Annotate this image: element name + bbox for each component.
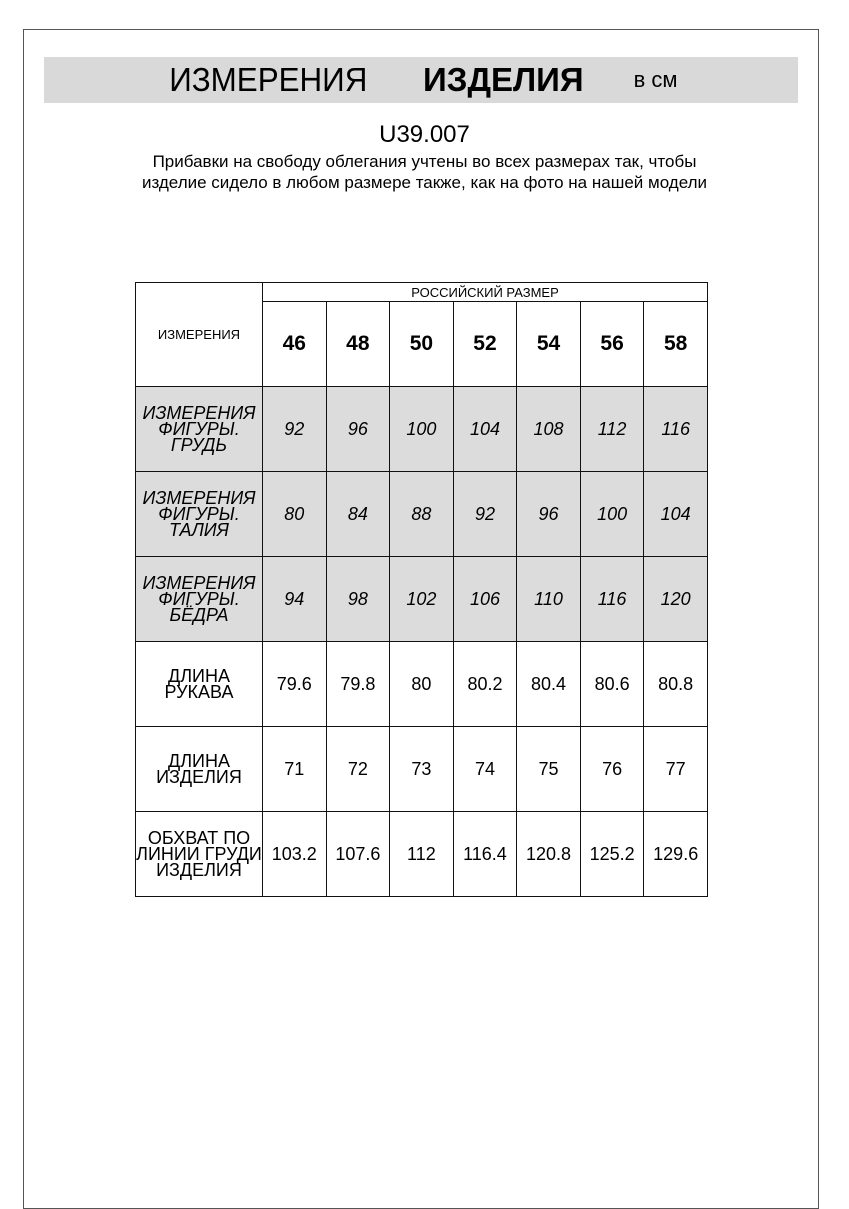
table-cell: 76 — [579, 726, 645, 812]
table-cell: 96 — [325, 386, 391, 472]
table-row: ИЗМЕРЕНИЯ ФИГУРЫ. ГРУДЬ 92 96 100 104 108 112 1… — [135, 386, 708, 472]
table-cell: 116.4 — [452, 811, 518, 897]
table-cell: 103.2 — [262, 811, 327, 897]
size-header: 52 — [452, 301, 518, 387]
fit-note: Прибавки на свободу облегания учтены во … — [141, 152, 708, 192]
size-table: ИЗМЕРЕНИЯ РОССИЙСКИЙ РАЗМЕР 46 48 50 52 54 56… — [135, 282, 708, 897]
row-label: ДЛИНА ИЗДЕЛИЯ — [135, 726, 263, 812]
table-cell: 73 — [389, 726, 454, 812]
table-cell: 106 — [452, 556, 518, 642]
table-row: ИЗМЕРЕНИЯ ФИГУРЫ. БЁДРА 94 98 102 106 110 116 1… — [135, 556, 708, 642]
row-label: ДЛИНА РУКАВА — [135, 641, 263, 727]
title-banner: ИЗМЕРЕНИЯ ИЗДЕЛИЯ в см — [44, 57, 798, 103]
table-row: ДЛИНА ИЗДЕЛИЯ 71 72 73 74 75 76 77 — [135, 726, 708, 812]
table-cell: 94 — [262, 556, 327, 642]
table-cell: 92 — [452, 471, 518, 557]
size-header: 50 — [389, 301, 454, 387]
size-header: 56 — [579, 301, 645, 387]
title-bold: ИЗДЕЛИЯ — [423, 61, 584, 98]
table-cell: 107.6 — [325, 811, 391, 897]
table-cell: 80.4 — [516, 641, 581, 727]
table-cell: 80 — [389, 641, 454, 727]
table-cell: 102 — [389, 556, 454, 642]
table-cell: 112 — [389, 811, 454, 897]
table-cell: 100 — [579, 471, 645, 557]
table-cell: 96 — [516, 471, 581, 557]
table-cell: 98 — [325, 556, 391, 642]
table-cell: 80.6 — [579, 641, 645, 727]
table-cell: 120.8 — [516, 811, 581, 897]
article-code: U39.007 — [379, 121, 470, 148]
sizes-row: 46 48 50 52 54 56 58 — [136, 301, 708, 387]
table-cell: 74 — [452, 726, 518, 812]
table-row: ОБХВАТ ПО ЛИНИИ ГРУДИ ИЗДЕЛИЯ 103.2 107.6 1… — [135, 811, 708, 897]
table-cell: 112 — [579, 386, 645, 472]
table-cell: 125.2 — [579, 811, 645, 897]
size-header: 48 — [325, 301, 391, 387]
table-cell: 120 — [643, 556, 708, 642]
size-header: 46 — [262, 301, 327, 387]
table-cell: 100 — [389, 386, 454, 472]
table-cell: 129.6 — [643, 811, 708, 897]
table-cell: 72 — [325, 726, 391, 812]
table-row: ИЗМЕРЕНИЯ ФИГУРЫ. ТАЛИЯ 80 84 88 92 96 100 104 — [135, 471, 708, 557]
table-cell: 92 — [262, 386, 327, 472]
table-cell: 116 — [643, 386, 708, 472]
size-header: 54 — [516, 301, 581, 387]
row-label: ИЗМЕРЕНИЯ ФИГУРЫ. ГРУДЬ — [135, 386, 263, 472]
row-label: ОБХВАТ ПО ЛИНИИ ГРУДИ ИЗДЕЛИЯ — [135, 811, 263, 897]
row-label: ИЗМЕРЕНИЯ ФИГУРЫ. БЁДРА — [135, 556, 263, 642]
table-cell: 80 — [262, 471, 327, 557]
table-cell: 80.2 — [452, 641, 518, 727]
table-cell: 104 — [452, 386, 518, 472]
table-cell: 104 — [643, 471, 708, 557]
unit-label: в см — [633, 67, 678, 92]
table-cell: 108 — [516, 386, 581, 472]
table-cell: 88 — [389, 471, 454, 557]
table-cell: 80.8 — [643, 641, 708, 727]
table-cell: 77 — [643, 726, 708, 812]
table-cell: 116 — [579, 556, 645, 642]
title-regular: ИЗМЕРЕНИЯ — [169, 61, 368, 98]
table-row: ДЛИНА РУКАВА 79.6 79.8 80 80.2 80.4 80.6 80.8 — [135, 641, 708, 727]
row-label: ИЗМЕРЕНИЯ ФИГУРЫ. ТАЛИЯ — [135, 471, 263, 557]
table-cell: 84 — [325, 471, 391, 557]
table-cell: 79.6 — [262, 641, 327, 727]
size-header: 58 — [643, 301, 708, 387]
table-cell: 79.8 — [325, 641, 391, 727]
corner-label: ИЗМЕРЕНИЯ — [135, 282, 263, 387]
table-cell: 71 — [262, 726, 327, 812]
group-header: РОССИЙСКИЙ РАЗМЕР — [262, 282, 708, 302]
table-cell: 110 — [516, 556, 581, 642]
table-cell: 75 — [516, 726, 581, 812]
